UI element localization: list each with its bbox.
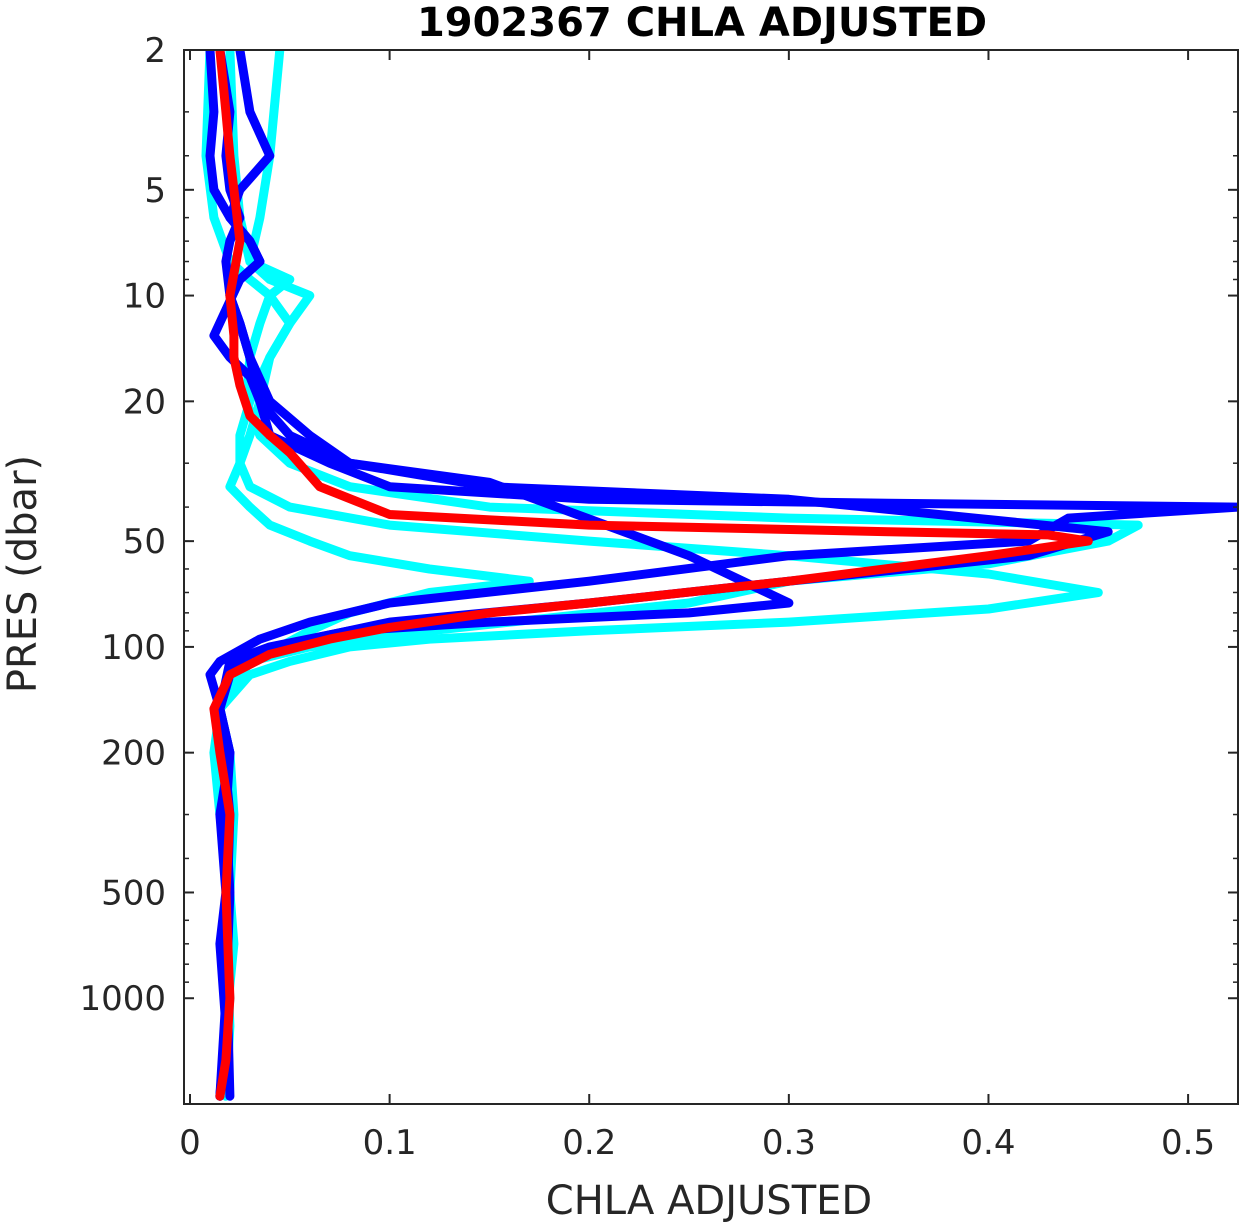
x-tick-label: 0.5 [1161, 1123, 1215, 1163]
plot-area: 0 0.1 0.2 0.3 0.4 0.5 2 5 10 20 50 100 200 500 1000 [79, 31, 1239, 1163]
y-tick-label: 200 [101, 734, 166, 774]
plot-border [183, 49, 1239, 1105]
y-tick-label: 50 [123, 522, 166, 562]
ticks-layer: 0 0.1 0.2 0.3 0.4 0.5 2 5 10 20 50 100 200 500 1000 [79, 31, 1238, 1163]
y-tick-label: 20 [123, 382, 166, 422]
x-tick-label: 0.2 [562, 1123, 616, 1163]
y-tick-label: 10 [123, 277, 166, 317]
y-tick-label: 500 [101, 873, 166, 913]
x-axis-label: CHLA ADJUSTED [546, 1178, 872, 1224]
series-layer [201, 50, 1238, 1101]
plot-frame [184, 50, 1238, 1104]
y-tick-label: 5 [144, 171, 166, 211]
x-tick-label: 0.1 [363, 1123, 417, 1163]
series-line-3 [215, 50, 1143, 1101]
y-tick-label: 2 [144, 31, 166, 71]
chart-title: 1902367 CHLA ADJUSTED [417, 0, 987, 46]
x-tick-label: 0.3 [762, 1123, 816, 1163]
x-tick-label: 0.4 [961, 1123, 1015, 1163]
y-tick-label: 1000 [79, 979, 166, 1019]
y-tick-label: 100 [101, 628, 166, 668]
series-line-7 [209, 50, 1093, 1101]
y-axis-label: PRES (dbar) [0, 455, 46, 693]
x-tick-label: 0 [179, 1123, 201, 1163]
